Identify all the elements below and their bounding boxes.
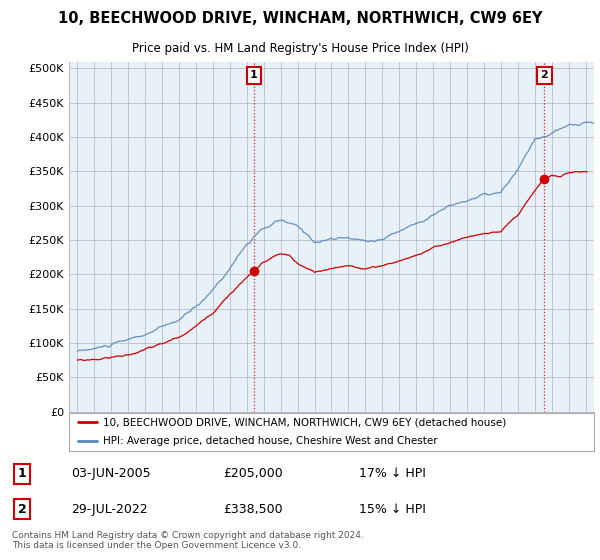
Text: £338,500: £338,500 [224, 503, 283, 516]
Text: 29-JUL-2022: 29-JUL-2022 [71, 503, 148, 516]
Text: 15% ↓ HPI: 15% ↓ HPI [359, 503, 425, 516]
Text: Price paid vs. HM Land Registry's House Price Index (HPI): Price paid vs. HM Land Registry's House … [131, 42, 469, 55]
Text: HPI: Average price, detached house, Cheshire West and Chester: HPI: Average price, detached house, Ches… [103, 436, 438, 446]
Text: 03-JUN-2005: 03-JUN-2005 [71, 467, 151, 480]
Text: 1: 1 [18, 467, 26, 480]
Text: £205,000: £205,000 [224, 467, 283, 480]
Text: Contains HM Land Registry data © Crown copyright and database right 2024.
This d: Contains HM Land Registry data © Crown c… [12, 531, 364, 550]
Text: 1: 1 [250, 71, 258, 80]
Text: 2: 2 [18, 503, 26, 516]
Text: 10, BEECHWOOD DRIVE, WINCHAM, NORTHWICH, CW9 6EY: 10, BEECHWOOD DRIVE, WINCHAM, NORTHWICH,… [58, 11, 542, 26]
Text: 2: 2 [541, 71, 548, 80]
Text: 17% ↓ HPI: 17% ↓ HPI [359, 467, 425, 480]
Text: 10, BEECHWOOD DRIVE, WINCHAM, NORTHWICH, CW9 6EY (detached house): 10, BEECHWOOD DRIVE, WINCHAM, NORTHWICH,… [103, 417, 506, 427]
